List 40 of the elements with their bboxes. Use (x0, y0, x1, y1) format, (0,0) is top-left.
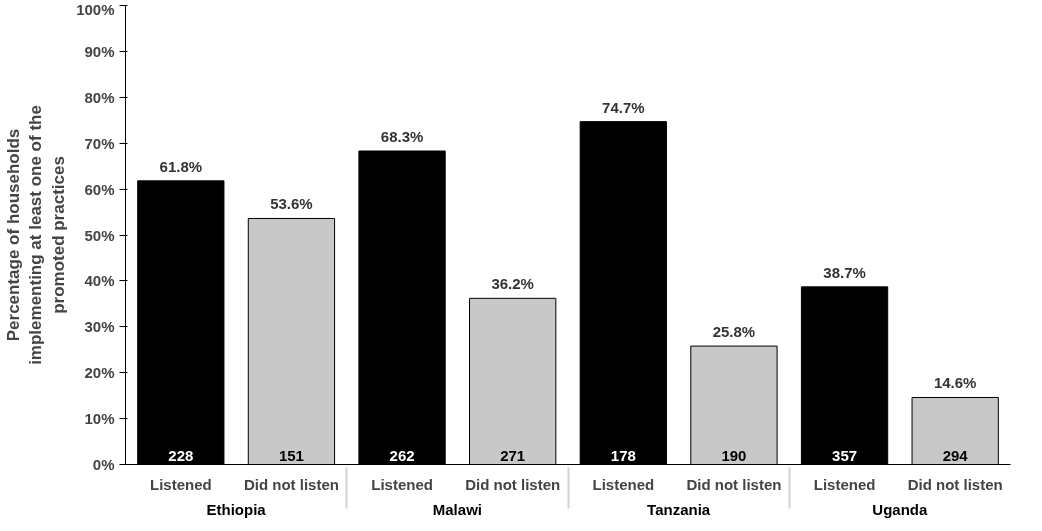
data-label: 36.2% (491, 275, 534, 293)
text: Did not listen (243, 475, 339, 493)
data-label: 14.6% (933, 374, 977, 392)
annotation: 294 (942, 446, 969, 464)
y-tick-label: 60% (84, 180, 115, 198)
annotation: 228 (168, 446, 194, 464)
x-tick-label: Uganda (872, 500, 929, 518)
y-tick-label: 40% (84, 272, 115, 290)
y-tick-label: 20% (84, 364, 115, 382)
text: Listened (371, 475, 433, 493)
data-label: 38.7% (823, 263, 866, 281)
text: Listened (813, 475, 876, 493)
annotation: 357 (832, 446, 858, 464)
text: Did not listen (907, 475, 1003, 493)
y-tick-label: 100% (76, 0, 115, 18)
text: Did not listen (465, 475, 561, 493)
annotation: 271 (500, 446, 526, 464)
data-label: 68.3% (380, 128, 424, 145)
data-label: 25.8% (712, 323, 756, 341)
y-tick-label: 50% (84, 226, 115, 244)
text: Listened (592, 475, 655, 493)
data-label: 74.7% (602, 98, 645, 116)
series-label: Listened (149, 475, 212, 493)
annotation: 190 (721, 446, 747, 464)
x-tick-label: Tanzania (647, 500, 711, 518)
x-tick-label: Malawi (432, 500, 482, 518)
y-tick-label: 80% (84, 88, 115, 106)
y-tick-label: 90% (84, 42, 115, 60)
annotation: 262 (389, 446, 415, 464)
data-label: 53.6% (270, 195, 313, 213)
y-tick-label: 10% (84, 410, 115, 428)
annotation: 178 (610, 446, 636, 464)
y-tick-label: 30% (84, 318, 115, 336)
x-tick-label: Ethiopia (206, 500, 267, 518)
annotation: 151 (278, 446, 304, 464)
y-tick-label: 70% (84, 134, 115, 152)
y-axis-title: Percentage of households implementing at least one of the promoted practices (3, 105, 69, 365)
series-label: Did not listen (686, 475, 782, 493)
y-tick-label: 0% (92, 456, 115, 473)
data-label: 61.8% (159, 157, 203, 175)
